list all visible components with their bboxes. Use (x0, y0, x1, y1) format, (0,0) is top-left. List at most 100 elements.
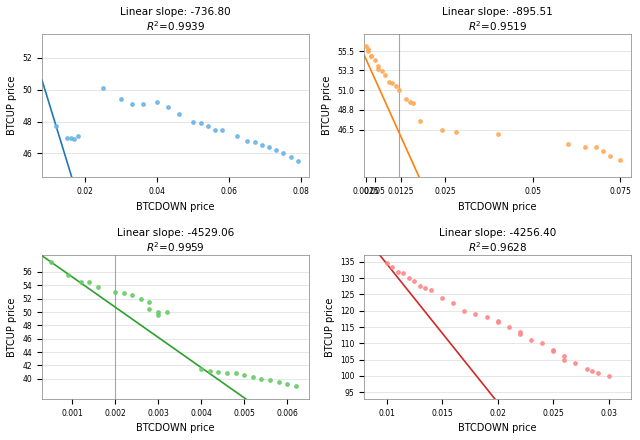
Point (559, 353, 570, 360)
Point (570, 359, 580, 367)
Point (437, 294, 447, 301)
Point (195, 120, 205, 127)
Point (405, 98, 415, 105)
Point (188, 118, 198, 125)
Title: Linear slope: -895.51
$R^2$=0.9519: Linear slope: -895.51 $R^2$=0.9519 (442, 7, 553, 33)
Point (161, 308, 172, 315)
Point (604, 372, 614, 379)
Point (256, 375, 266, 382)
Point (210, 126, 220, 133)
Point (250, 139, 260, 146)
Point (138, 100, 148, 107)
Title: Linear slope: -736.80
$R^2$=0.9939: Linear slope: -736.80 $R^2$=0.9939 (120, 7, 230, 33)
Point (363, 45, 373, 52)
Point (470, 311, 481, 318)
Point (548, 346, 558, 353)
Point (398, 270, 408, 277)
Point (291, 382, 301, 389)
Point (243, 137, 253, 144)
Point (420, 284, 431, 291)
Point (605, 152, 615, 159)
Point (196, 365, 206, 372)
Point (591, 143, 601, 150)
Point (394, 87, 404, 94)
Y-axis label: BTCUP price: BTCUP price (7, 297, 17, 357)
Point (593, 369, 603, 376)
Point (415, 117, 426, 125)
Point (163, 104, 173, 111)
Point (373, 62, 383, 70)
Point (203, 123, 213, 130)
Point (366, 52, 376, 59)
Point (264, 143, 274, 150)
X-axis label: BTCDOWN price: BTCDOWN price (458, 423, 537, 433)
Point (401, 95, 412, 103)
Point (73, 132, 83, 139)
Point (118, 290, 129, 297)
Point (559, 356, 570, 363)
Point (248, 374, 258, 381)
Point (257, 142, 267, 149)
Point (152, 99, 163, 106)
Point (387, 263, 397, 270)
Point (116, 96, 126, 103)
Point (285, 153, 296, 160)
Point (282, 381, 292, 388)
Point (271, 147, 282, 154)
Point (404, 275, 414, 282)
Point (415, 283, 425, 290)
Point (563, 141, 573, 148)
Point (136, 295, 146, 302)
Point (110, 289, 120, 296)
Point (51, 123, 61, 130)
Point (66, 134, 76, 141)
Point (451, 128, 461, 136)
Point (537, 340, 547, 347)
Point (370, 56, 380, 63)
Point (409, 278, 419, 285)
Title: Linear slope: -4256.40
$R^2$=0.9628: Linear slope: -4256.40 $R^2$=0.9628 (439, 228, 556, 254)
Point (93, 283, 103, 290)
Point (265, 377, 275, 384)
Point (598, 148, 608, 155)
Point (62, 134, 72, 141)
Point (69, 136, 79, 143)
Point (278, 150, 289, 157)
Point (127, 100, 137, 107)
Point (587, 367, 597, 374)
Point (582, 366, 592, 373)
Point (145, 305, 155, 312)
Point (239, 372, 249, 379)
Point (392, 268, 403, 275)
Point (515, 328, 525, 335)
Y-axis label: BTCUP price: BTCUP price (7, 76, 17, 136)
Point (98, 84, 108, 92)
Point (515, 330, 525, 337)
Point (493, 317, 503, 324)
Point (391, 83, 401, 90)
Point (436, 126, 447, 133)
Point (504, 323, 514, 330)
X-axis label: BTCDOWN price: BTCDOWN price (458, 202, 537, 212)
Point (217, 126, 227, 133)
Point (45, 258, 56, 265)
Point (493, 130, 503, 137)
Point (213, 369, 223, 376)
Point (387, 80, 397, 87)
Point (493, 319, 503, 326)
Point (63, 272, 73, 279)
Point (616, 157, 626, 164)
X-axis label: BTCDOWN price: BTCDOWN price (136, 202, 214, 212)
Point (377, 68, 387, 75)
Point (363, 48, 373, 55)
Point (127, 292, 138, 299)
Point (481, 314, 492, 321)
Point (426, 286, 436, 293)
Point (153, 312, 163, 319)
Point (273, 378, 284, 385)
Point (76, 279, 86, 286)
Point (230, 370, 241, 377)
Point (145, 298, 155, 305)
Point (548, 348, 558, 355)
Point (373, 65, 383, 72)
